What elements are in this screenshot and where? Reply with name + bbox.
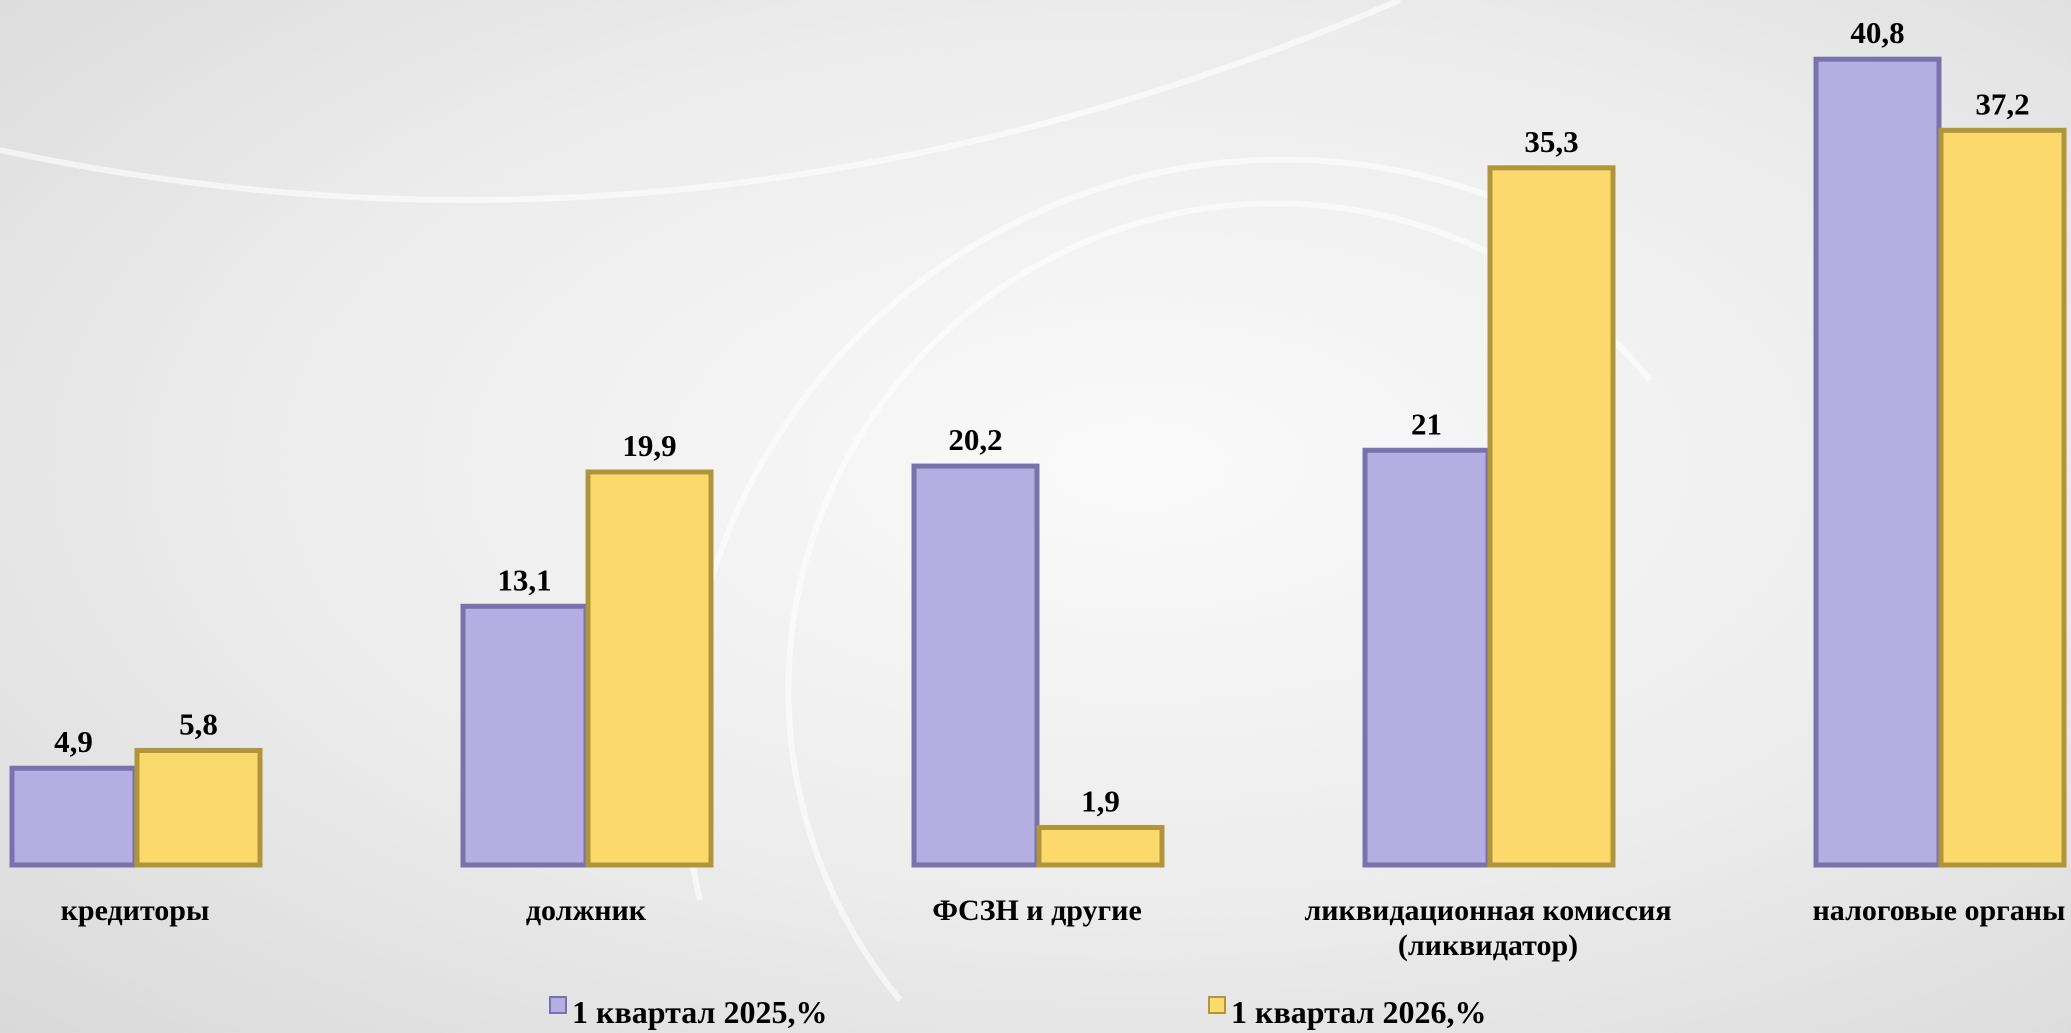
legend-label: 1 квартал 2026,% bbox=[1231, 994, 1486, 1030]
arc bbox=[785, 200, 1653, 1002]
value-label: 19,9 bbox=[622, 428, 676, 463]
bar bbox=[1938, 127, 2067, 868]
bar bbox=[1813, 56, 1942, 868]
bar bbox=[911, 463, 1040, 868]
legend-swatch bbox=[1208, 996, 1226, 1014]
value-label: 35,3 bbox=[1524, 124, 1578, 159]
x-tick-label: кредиторы bbox=[60, 894, 210, 927]
value-label: 13,1 bbox=[497, 562, 551, 597]
x-tick-label: ликвидационная комиссия (ликвидатор) bbox=[1304, 894, 1672, 962]
bar bbox=[134, 747, 263, 868]
value-label: 37,2 bbox=[1975, 86, 2029, 121]
x-tick-label: налоговые органы bbox=[1812, 894, 2066, 927]
bar bbox=[9, 765, 138, 868]
value-label: 5,8 bbox=[179, 706, 218, 741]
value-label: 4,9 bbox=[54, 724, 93, 759]
value-label: 21 bbox=[1411, 406, 1442, 441]
bar bbox=[1487, 165, 1616, 868]
legend-label: 1 квартал 2025,% bbox=[572, 994, 827, 1030]
legend-swatch bbox=[549, 996, 567, 1014]
x-tick-label: должник bbox=[525, 894, 647, 927]
value-label: 40,8 bbox=[1850, 15, 1904, 50]
bar bbox=[1362, 447, 1491, 868]
x-tick-label: ФСЗН и другие bbox=[932, 894, 1142, 927]
bar bbox=[1036, 824, 1165, 868]
value-label: 1,9 bbox=[1081, 783, 1120, 818]
arc bbox=[0, 0, 1402, 203]
bar bbox=[460, 603, 589, 868]
value-label: 20,2 bbox=[948, 422, 1002, 457]
bar bbox=[585, 469, 714, 868]
